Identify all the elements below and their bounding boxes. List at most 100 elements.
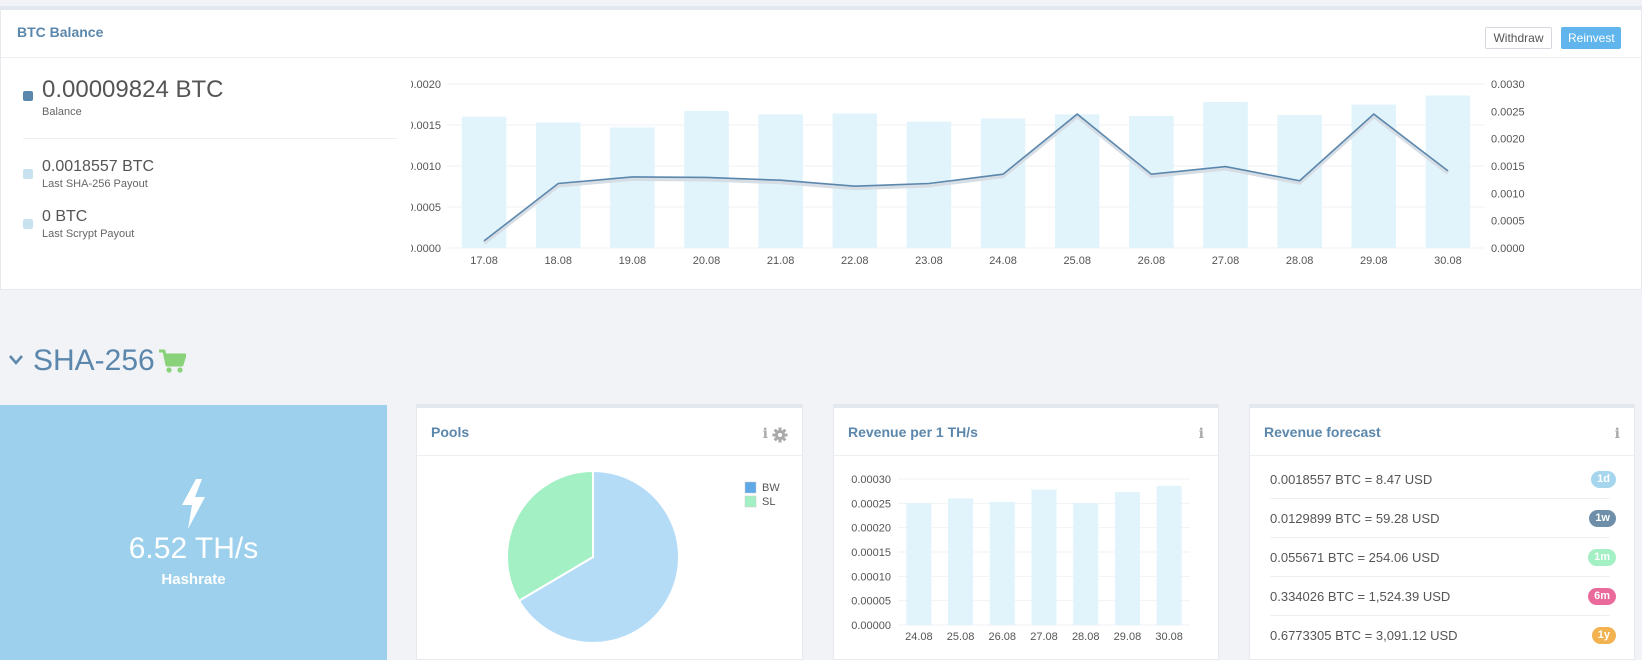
revenue-bar-chart: 0.00000 0.00005 0.00010 0.00015 0.00020 0.000… <box>851 474 1190 643</box>
y-tick: 0.00010 <box>851 571 891 583</box>
x-tick-label: 29.08 <box>1114 631 1142 643</box>
y-tick: 0.00030 <box>851 474 891 486</box>
x-tick-label: 20.08 <box>693 255 721 267</box>
x-tick-label: 27.08 <box>1030 631 1058 643</box>
y-tick-right: 0.0020 <box>1491 134 1525 146</box>
y-tick-left: 0.0000 <box>411 243 441 255</box>
balance-title: BTC Balance <box>17 24 104 40</box>
info-icon[interactable]: i <box>762 426 768 442</box>
x-tick-label: 26.08 <box>1138 255 1166 267</box>
bar <box>980 118 1026 248</box>
y-tick: 0.00025 <box>851 498 891 510</box>
info-icon[interactable]: i <box>1614 426 1620 442</box>
pools-panel: Pools i BW SL <box>416 404 803 660</box>
y-tick: 0.00020 <box>851 523 891 535</box>
btc-balance-panel: BTC Balance Withdraw Reinvest 0.00009824… <box>0 6 1642 290</box>
sha256-payout-legend-square <box>23 169 33 179</box>
x-tick-label: 24.08 <box>989 255 1017 267</box>
balance-chart: 0.0000 0.0005 0.0010 0.0015 0.0020 0.0000 0.00… <box>411 79 1525 267</box>
y-tick-left: 0.0010 <box>411 161 441 173</box>
balance-label: Balance <box>42 106 82 118</box>
forecast-panel: Revenue forecast i 0.0018557 BTC = 8.47 … <box>1249 404 1635 660</box>
gear-icon[interactable] <box>772 427 788 443</box>
reinvest-button[interactable]: Reinvest <box>1561 27 1621 49</box>
legend-swatch <box>744 481 757 494</box>
revenue-header: Revenue per 1 TH/s i <box>834 408 1218 456</box>
bar <box>989 501 1015 625</box>
hashrate-value: 6.52 TH/s <box>128 532 259 565</box>
x-tick-label: 19.08 <box>619 255 647 267</box>
x-tick-label: 27.08 <box>1212 255 1240 267</box>
forecast-header: Revenue forecast i <box>1250 408 1634 456</box>
bar <box>1073 503 1099 625</box>
y-tick-left: 0.0020 <box>411 79 441 91</box>
x-tick-label: 25.08 <box>1063 255 1091 267</box>
y-tick-right: 0.0030 <box>1491 79 1525 91</box>
x-tick-label: 29.08 <box>1360 255 1388 267</box>
cart-icon[interactable] <box>158 349 186 375</box>
period-badge: 1y <box>1591 627 1616 644</box>
forecast-text: 0.334026 BTC = 1,524.39 USD <box>1270 589 1451 604</box>
forecast-row: 0.0018557 BTC = 8.47 USD 1d <box>1270 460 1616 499</box>
revenue-panel: Revenue per 1 TH/s i 0.00000 0.00005 0.000… <box>833 404 1219 660</box>
period-badge: 6m <box>1588 588 1616 605</box>
section-title: SHA-256 <box>33 344 155 377</box>
x-tick-label: 26.08 <box>989 631 1017 643</box>
scrypt-payout-legend-square <box>23 219 33 229</box>
balance-legend-square <box>23 91 33 101</box>
series-line <box>483 113 1449 242</box>
lightning-bolt-icon <box>182 479 205 529</box>
forecast-text: 0.055671 BTC = 254.06 USD <box>1270 550 1440 565</box>
x-tick-label: 30.08 <box>1434 255 1462 267</box>
period-badge: 1d <box>1591 471 1616 488</box>
bar <box>1156 485 1182 625</box>
pie-slice <box>517 469 680 644</box>
y-tick-right: 0.0010 <box>1491 188 1525 200</box>
balance-panel-header: BTC Balance Withdraw Reinvest <box>1 10 1641 58</box>
line-shadow <box>482 113 1450 245</box>
sha256-payout-label: Last SHA-256 Payout <box>42 178 148 190</box>
legend-label: BW <box>762 482 780 494</box>
x-tick-label: 24.08 <box>905 631 933 643</box>
period-badge: 1m <box>1588 549 1616 566</box>
bar <box>1129 115 1174 248</box>
chevron-down-icon[interactable] <box>8 354 24 366</box>
bar <box>832 113 878 248</box>
period-badge: 1w <box>1589 510 1616 527</box>
x-tick-label: 28.08 <box>1072 631 1100 643</box>
pools-title: Pools <box>431 424 470 440</box>
bar <box>1031 489 1057 625</box>
y-tick-right: 0.0000 <box>1491 243 1525 255</box>
forecast-row: 0.055671 BTC = 254.06 USD 1m <box>1270 538 1616 577</box>
balance-value: 0.00009824 BTC <box>42 76 224 103</box>
x-tick-label: 22.08 <box>841 255 869 267</box>
forecast-row: 0.334026 BTC = 1,524.39 USD 6m <box>1270 577 1616 616</box>
x-tick-label: 21.08 <box>767 255 795 267</box>
revenue-title: Revenue per 1 TH/s <box>848 424 978 440</box>
bar <box>906 503 932 625</box>
sha256-payout-value: 0.0018557 BTC <box>42 158 155 175</box>
info-icon[interactable]: i <box>1198 426 1204 442</box>
legend-swatch <box>744 495 757 508</box>
forecast-text: 0.6773305 BTC = 3,091.12 USD <box>1270 628 1458 643</box>
forecast-title: Revenue forecast <box>1264 424 1381 440</box>
y-tick-right: 0.0025 <box>1491 106 1525 118</box>
divider <box>23 138 397 139</box>
withdraw-button[interactable]: Withdraw <box>1485 27 1552 49</box>
x-tick-label: 17.08 <box>470 255 498 267</box>
bar <box>461 116 507 248</box>
y-tick: 0.00000 <box>851 620 891 632</box>
forecast-text: 0.0018557 BTC = 8.47 USD <box>1270 472 1433 487</box>
bar <box>1203 102 1248 248</box>
x-tick-label: 18.08 <box>544 255 572 267</box>
scrypt-payout-value: 0 BTC <box>42 208 88 225</box>
bar <box>1114 492 1140 625</box>
y-tick-right: 0.0015 <box>1491 161 1525 173</box>
pie-slice <box>506 469 594 603</box>
pools-header: Pools i <box>417 408 802 456</box>
y-tick: 0.00005 <box>851 596 891 608</box>
legend-label: SL <box>762 496 775 508</box>
x-tick-label: 25.08 <box>947 631 975 643</box>
x-tick-label: 23.08 <box>915 255 943 267</box>
forecast-row: 0.0129899 BTC = 59.28 USD 1w <box>1270 499 1616 538</box>
